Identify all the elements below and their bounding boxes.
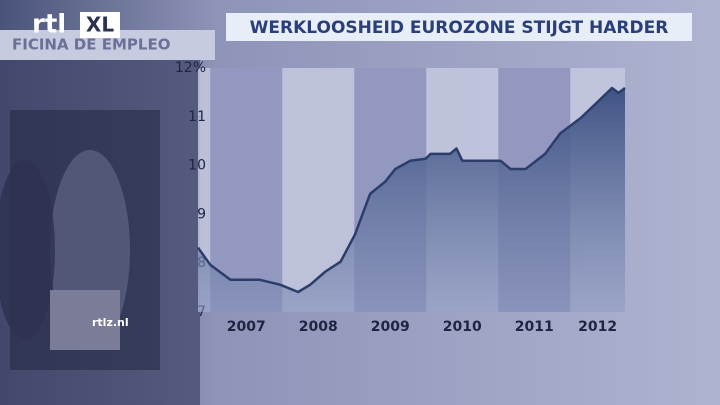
y-tick-label: 10: [188, 158, 206, 174]
logo: rtl XL: [32, 10, 120, 40]
photo: FICINA DE EMPLEO: [0, 30, 215, 405]
x-tick-label: 2007: [227, 319, 266, 335]
x-tick-label: 2008: [299, 319, 338, 335]
x-tick-label: 2009: [371, 319, 410, 335]
x-tick-label: 2011: [515, 319, 554, 335]
area: [198, 88, 625, 312]
title-bar: [226, 13, 692, 41]
plot: 200720082009201020112012789101112%: [175, 60, 626, 335]
watermark: rtlz.nl: [92, 316, 129, 329]
chart-title: WERKLOOSHEID EUROZONE STIJGT HARDER: [250, 18, 669, 38]
x-tick-label: 2010: [443, 319, 482, 335]
sign-text: FICINA DE EMPLEO: [12, 36, 170, 54]
y-tick-label: 9: [197, 206, 206, 222]
logo-text: XL: [86, 13, 114, 37]
y-tick-label: 11: [188, 109, 206, 125]
logo-text: rtl: [32, 10, 66, 40]
logo-box: [80, 12, 120, 38]
year-band: [210, 68, 283, 312]
y-tick-label: 12%: [175, 60, 206, 76]
x-tick-label: 2012: [578, 319, 617, 335]
line: [196, 86, 626, 294]
